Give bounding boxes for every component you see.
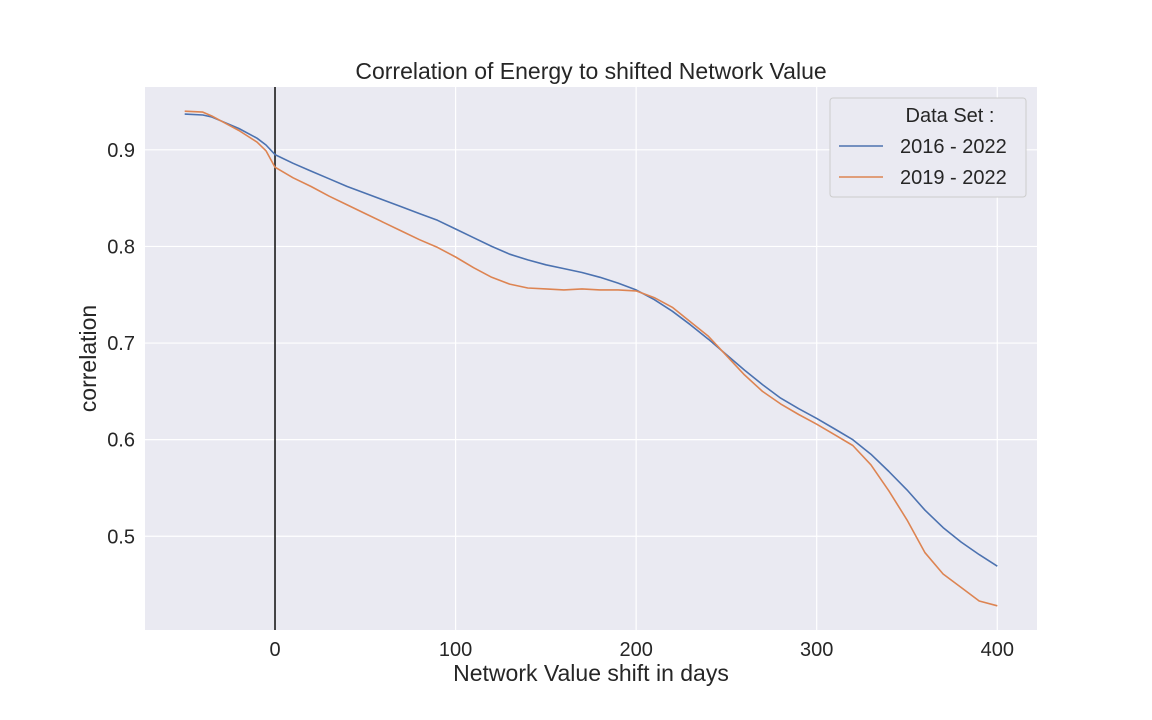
- y-tick-label: 0.7: [107, 333, 135, 355]
- y-tick-label: 0.5: [107, 526, 135, 548]
- y-tick-label: 0.6: [107, 430, 135, 452]
- series-line: [184, 113, 998, 567]
- series-lines: [184, 110, 998, 607]
- x-tick-label: 0: [269, 639, 280, 661]
- y-axis-title: correlation: [75, 305, 101, 412]
- legend-box: [829, 97, 1027, 198]
- x-tick-label: 200: [619, 639, 652, 661]
- legend-items: 2016 - 2022 2019 - 2022: [839, 136, 1007, 189]
- legend: Data Set : 2016 - 2022 2019 - 2022: [829, 97, 1027, 198]
- x-axis-title: Network Value shift in days: [453, 660, 729, 686]
- tick-labels: 0 100 200 300 400 0.5 0.6 0.7 0.8 0.9: [107, 140, 1014, 661]
- x-tick-label: 300: [800, 639, 833, 661]
- chart-title: Correlation of Energy to shifted Network…: [355, 58, 826, 84]
- legend-title: Data Set :: [906, 105, 995, 127]
- y-tick-label: 0.8: [107, 236, 135, 258]
- legend-label: 2019 - 2022: [900, 167, 1007, 189]
- x-tick-label: 400: [981, 639, 1014, 661]
- x-tick-label: 100: [439, 639, 472, 661]
- series-line: [184, 110, 998, 607]
- legend-label: 2016 - 2022: [900, 136, 1007, 158]
- y-tick-label: 0.9: [107, 140, 135, 162]
